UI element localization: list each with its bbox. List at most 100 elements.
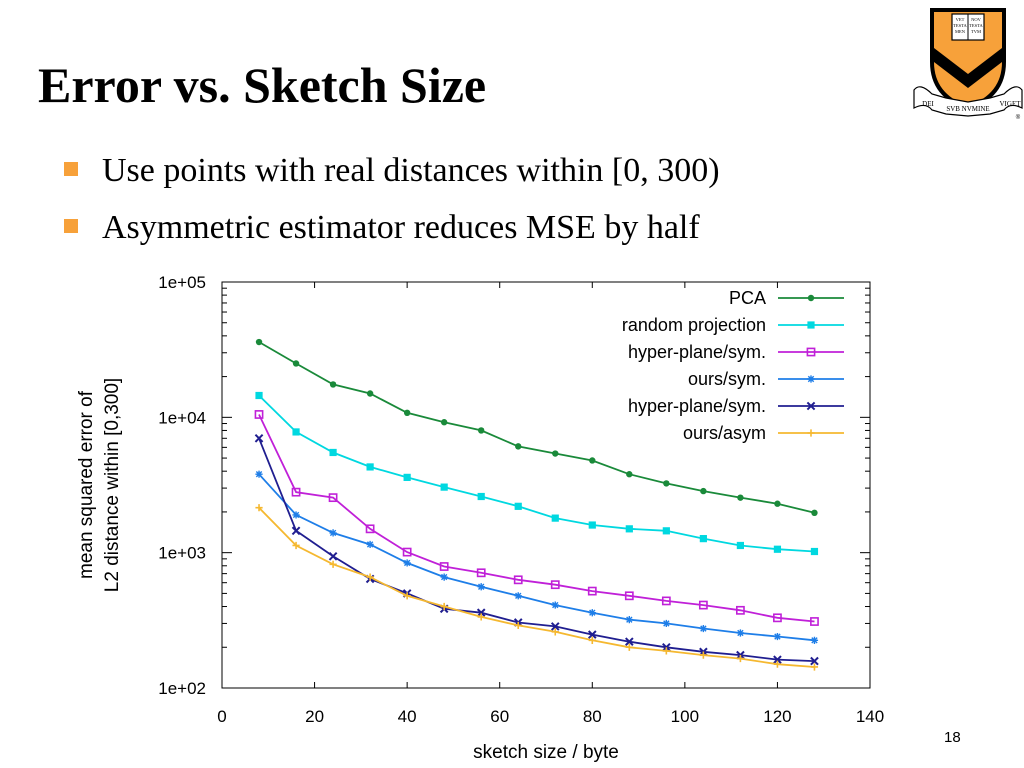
- data-point: [773, 632, 782, 641]
- data-point: [698, 600, 708, 610]
- y-tick-label: 1e+05: [158, 273, 206, 292]
- data-point: [551, 628, 559, 636]
- data-point: [807, 429, 815, 437]
- data-point: [662, 619, 670, 628]
- legend-label: ours/asym: [683, 423, 766, 443]
- data-point: [328, 551, 338, 561]
- data-point: [477, 583, 485, 591]
- x-tick-label: 80: [583, 707, 602, 726]
- data-point: [587, 630, 597, 639]
- data-point: [477, 613, 485, 621]
- book-text: TESTA: [953, 23, 967, 28]
- series-line: [258, 414, 815, 623]
- data-point: [625, 616, 633, 624]
- x-tick-label: 40: [398, 707, 417, 726]
- data-point: [587, 586, 597, 596]
- data-point: [588, 609, 596, 617]
- legend-label: hyper-plane/sym.: [628, 396, 766, 416]
- y-tick-label: 1e+02: [158, 679, 206, 698]
- data-point: [811, 509, 818, 517]
- data-point: [699, 535, 707, 543]
- data-point: [773, 613, 782, 623]
- data-point: [514, 621, 522, 630]
- book-text: MEN: [955, 29, 966, 34]
- plot-frame: [221, 281, 871, 689]
- data-point: [514, 502, 522, 510]
- motto-center: SVB NVMINE: [946, 105, 989, 113]
- data-point: [403, 473, 411, 481]
- data-point: [402, 547, 412, 557]
- princeton-shield-logo: VET NOV TESTA TESTA MEN TVM DEI SVB NVMI…: [913, 8, 1023, 121]
- data-point: [328, 493, 338, 503]
- legend-label: ours/sym.: [688, 369, 766, 389]
- data-point: [807, 321, 815, 329]
- series-line: [258, 341, 815, 514]
- data-point: [329, 448, 337, 457]
- data-point: [736, 541, 744, 550]
- book-text: NOV: [971, 17, 981, 22]
- x-tick-label: 100: [671, 707, 699, 726]
- data-point: [476, 568, 486, 578]
- data-point: [478, 427, 485, 434]
- legend-label: PCA: [729, 288, 766, 308]
- data-point: [329, 560, 337, 568]
- data-point: [329, 381, 337, 388]
- slide-title: Error vs. Sketch Size: [38, 57, 487, 113]
- data-point: [550, 622, 560, 631]
- data-point: [513, 575, 523, 585]
- x-tick-label: 140: [856, 707, 884, 726]
- data-point: [440, 602, 448, 611]
- bullet-text: Asymmetric estimator reduces MSE by half: [102, 209, 700, 246]
- motto-left: DEI: [922, 100, 934, 108]
- data-point: [515, 443, 522, 450]
- legend-label: random projection: [622, 315, 766, 335]
- data-point: [552, 450, 559, 457]
- data-point: [810, 547, 819, 556]
- data-point: [699, 651, 707, 659]
- data-point: [663, 480, 670, 487]
- data-point: [365, 524, 375, 534]
- data-point: [551, 601, 559, 609]
- x-axis-label: sketch size / byte: [473, 742, 619, 763]
- data-point: [737, 494, 744, 501]
- registered-mark: ®: [1016, 114, 1021, 121]
- data-point: [403, 409, 411, 417]
- series-line: [258, 507, 815, 668]
- legend-label: hyper-plane/sym.: [628, 342, 766, 362]
- data-point: [291, 487, 301, 497]
- data-point: [588, 636, 596, 644]
- data-point: [550, 580, 560, 590]
- x-tick-label: 120: [763, 707, 791, 726]
- data-point: [662, 527, 670, 535]
- x-tick-label: 20: [305, 707, 324, 726]
- data-point: [589, 457, 596, 464]
- series-line: [258, 473, 815, 642]
- data-point: [292, 541, 300, 550]
- data-point: [662, 647, 670, 655]
- data-point: [699, 624, 707, 633]
- data-point: [810, 617, 819, 626]
- data-point: [254, 433, 264, 443]
- bullet-text: Use points with real distances within [0…: [102, 152, 720, 189]
- data-point: [366, 540, 374, 549]
- data-point: [807, 294, 815, 302]
- data-point: [440, 419, 448, 426]
- data-point: [551, 514, 559, 522]
- data-point: [700, 487, 707, 495]
- data-point: [439, 562, 449, 571]
- data-point: [773, 655, 782, 664]
- data-point: [292, 428, 300, 436]
- data-point: [807, 375, 815, 383]
- data-point: [514, 592, 522, 600]
- book-text: VET: [956, 17, 965, 22]
- data-point: [255, 470, 263, 478]
- bullet-marker: [64, 162, 78, 177]
- data-point: [661, 596, 671, 606]
- data-point: [810, 656, 819, 666]
- data-point: [254, 410, 264, 419]
- data-point: [255, 338, 263, 346]
- data-point: [624, 591, 634, 601]
- data-point: [588, 521, 596, 529]
- series-line: [258, 394, 815, 553]
